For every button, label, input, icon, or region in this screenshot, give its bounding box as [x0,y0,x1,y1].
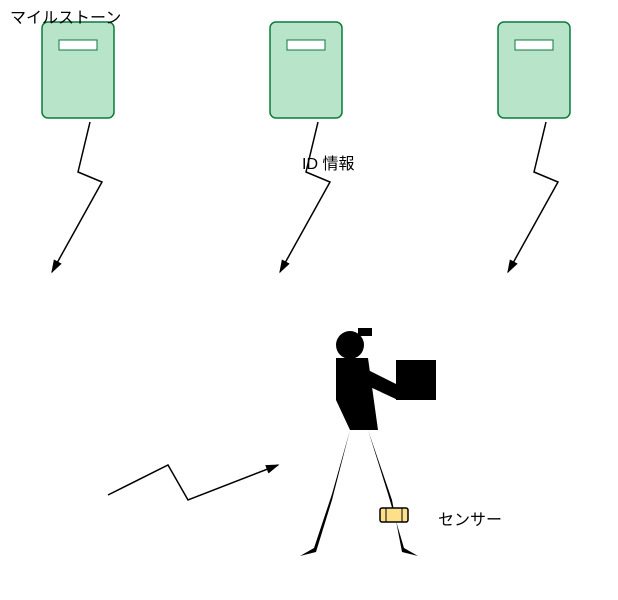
signal-arrow-down [508,122,558,272]
label-sensor: センサー [438,506,502,530]
signal-arrow-to-person [108,465,278,500]
carried-box-icon [396,360,436,400]
label-milestone: マイルストーン [10,4,121,28]
milestone-device [270,22,342,118]
worker-figure [300,328,436,556]
sensor-band-icon [380,508,408,522]
signal-arrow-down [280,122,330,272]
milestone-slot [287,40,325,50]
zigzag-arrows-down [52,122,558,272]
milestone-device [42,22,114,118]
label-id-info: ID 情報 [302,150,354,174]
diagram-canvas [0,0,618,600]
person-leg-back-icon [368,430,418,556]
signal-arrow-down [52,122,102,272]
milestone-slot [515,40,553,50]
milestone-slot [59,40,97,50]
person-cap-icon [358,328,372,336]
milestones-group [42,22,570,118]
person-torso-icon [336,358,378,430]
person-leg-front-icon [300,430,350,556]
zigzag-arrow-to-person [108,465,278,500]
milestone-device [498,22,570,118]
